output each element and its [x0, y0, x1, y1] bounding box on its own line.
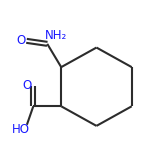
- Text: NH₂: NH₂: [45, 29, 67, 42]
- Text: O: O: [22, 79, 32, 92]
- Text: HO: HO: [12, 123, 29, 136]
- Text: O: O: [16, 34, 26, 47]
